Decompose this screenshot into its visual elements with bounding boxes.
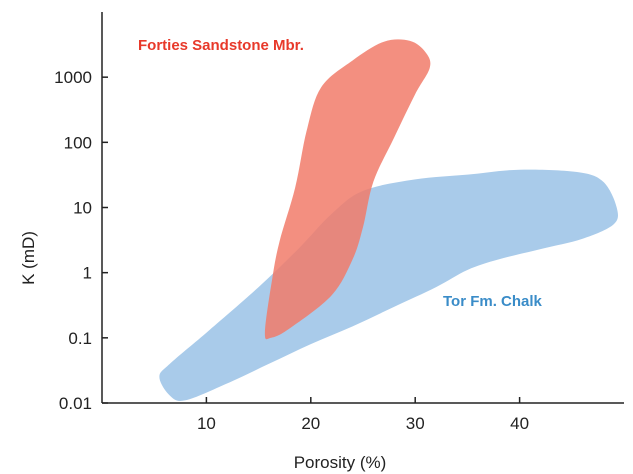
x-tick-label: 30 xyxy=(406,414,425,433)
region-forties-sandstone-mbr xyxy=(264,39,431,340)
y-ticks: 0.01 0.1 1 10 100 1000 xyxy=(54,68,108,413)
region-labels: Tor Fm. Chalk Forties Sandstone Mbr. xyxy=(138,37,543,310)
x-tick-label: 10 xyxy=(197,414,216,433)
y-tick-label: 1000 xyxy=(54,68,92,87)
y-tick-label: 0.01 xyxy=(59,394,92,413)
x-tick-label: 40 xyxy=(510,414,529,433)
data-regions xyxy=(159,39,618,401)
y-tick-label: 10 xyxy=(73,199,92,218)
y-tick-label: 1 xyxy=(83,264,92,283)
y-tick-label: 100 xyxy=(64,133,92,152)
region-label: Tor Fm. Chalk xyxy=(443,293,543,310)
x-tick-label: 20 xyxy=(301,414,320,433)
region-tor-fm-chalk xyxy=(159,169,618,401)
y-axis-title: K (mD) xyxy=(19,231,38,285)
x-ticks: 10 20 30 40 xyxy=(197,397,529,433)
x-axis-title: Porosity (%) xyxy=(294,453,387,472)
region-label: Forties Sandstone Mbr. xyxy=(138,37,304,54)
y-tick-label: 0.1 xyxy=(68,329,92,348)
